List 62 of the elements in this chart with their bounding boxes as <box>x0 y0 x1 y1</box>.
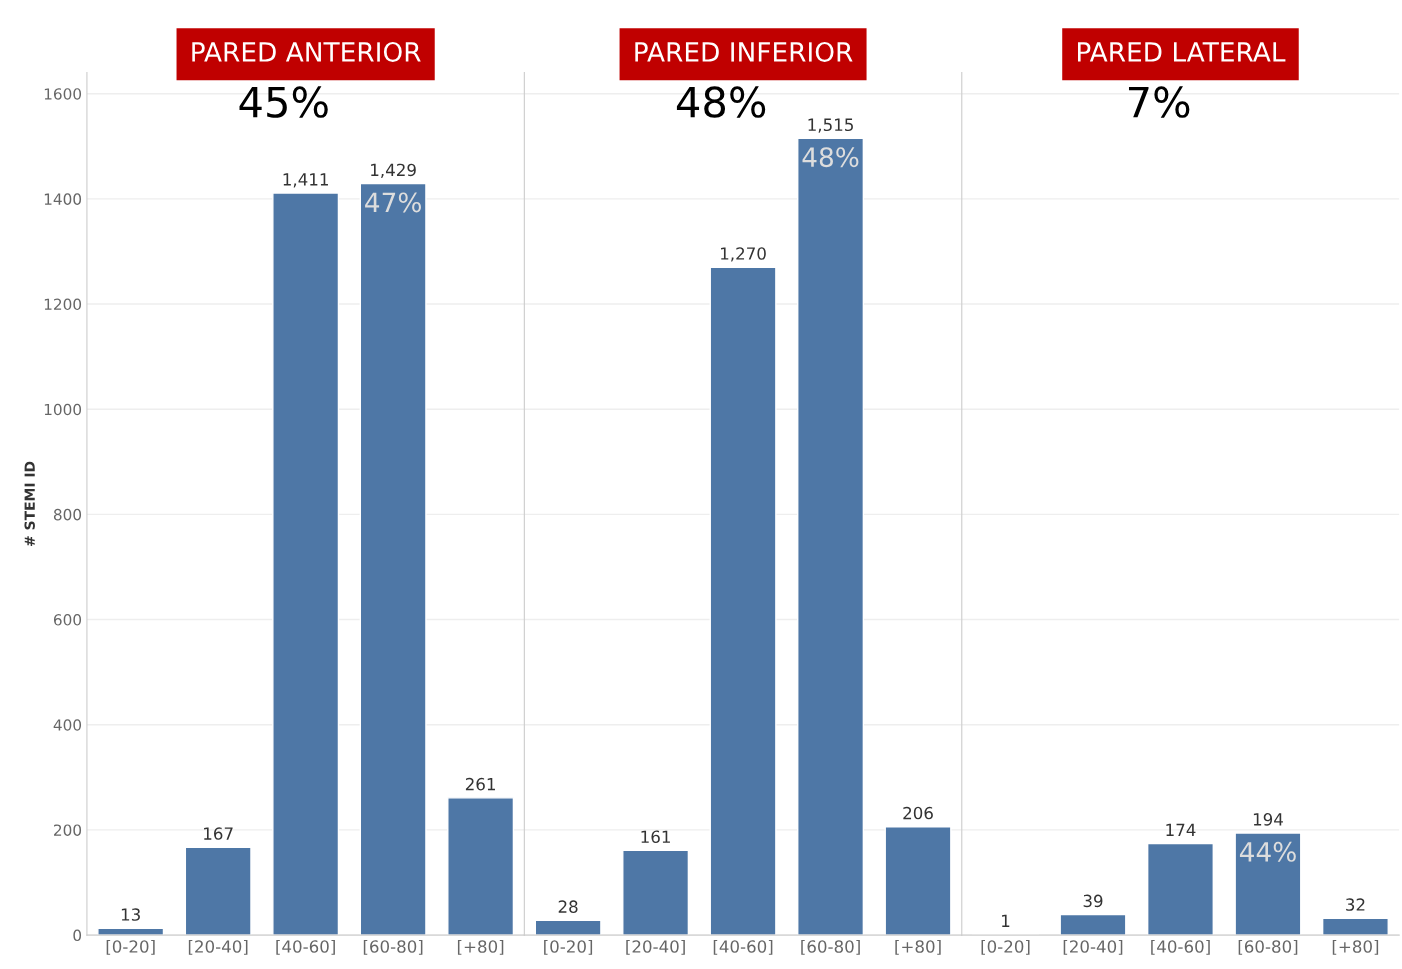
x-tick-label: [60-80] <box>363 939 423 955</box>
bar <box>622 849 690 936</box>
x-tick-label: [40-60] <box>713 939 773 955</box>
x-tick-label: [+80] <box>895 939 941 955</box>
bar <box>534 919 602 936</box>
bar <box>797 137 865 936</box>
data-label: 174 <box>1166 823 1196 836</box>
bar <box>447 797 515 936</box>
chart-title: PARED ANTERIOR <box>192 41 421 62</box>
chart-subtitle: 48% <box>676 86 766 118</box>
bar <box>1059 913 1127 936</box>
y-tick-label: 1200 <box>44 298 82 311</box>
x-tick-label: [+80] <box>1332 939 1379 955</box>
annotation: 44% <box>1239 841 1296 862</box>
bar <box>184 846 252 936</box>
y-tick-label: 0 <box>73 929 82 942</box>
bar <box>272 192 340 936</box>
data-label: 1,411 <box>283 173 328 188</box>
data-label: 1,270 <box>721 247 766 262</box>
data-label: 32 <box>1346 898 1365 911</box>
data-label: 1,429 <box>371 163 416 178</box>
data-label: 28 <box>558 900 578 913</box>
chart-title: PARED LATERAL <box>1078 42 1286 62</box>
annotation: 47% <box>365 192 421 213</box>
y-tick-label: 1400 <box>44 193 82 205</box>
bar <box>1146 842 1214 936</box>
data-label: 194 <box>1253 813 1283 826</box>
x-tick-label: [60-80] <box>801 939 860 955</box>
data-label: 261 <box>465 777 495 791</box>
chart-subtitle: 7% <box>1128 86 1190 118</box>
chart-subtitle: 45% <box>239 86 328 118</box>
bar <box>1321 917 1389 936</box>
bar <box>359 182 427 936</box>
annotation: 48% <box>802 147 859 168</box>
y-tick-label: 400 <box>53 719 82 731</box>
chart-title: PARED INFERIOR <box>635 41 853 62</box>
bar <box>1234 832 1302 936</box>
data-label: 39 <box>1083 894 1103 908</box>
bar <box>709 266 777 936</box>
data-label: 1,515 <box>808 118 853 133</box>
x-tick-label: [60-80] <box>1238 939 1298 955</box>
data-label: 206 <box>903 806 933 820</box>
data-label: 13 <box>121 908 140 921</box>
y-tick-label: 800 <box>53 508 82 521</box>
x-tick-label: [20-40] <box>626 939 685 955</box>
x-tick-label: [40-60] <box>1151 939 1210 955</box>
y-axis-title: # STEMI ID <box>24 461 35 546</box>
x-tick-label: [40-60] <box>276 939 335 955</box>
x-tick-label: [+80] <box>457 939 504 955</box>
y-tick-label: 1000 <box>44 403 82 416</box>
x-tick-label: [0-20] <box>544 939 593 955</box>
x-tick-label: [0-20] <box>106 939 155 955</box>
x-tick-label: [20-40] <box>1063 939 1123 955</box>
x-tick-label: [0-20] <box>981 939 1030 955</box>
data-label: 1 <box>1002 914 1010 927</box>
y-tick-label: 1600 <box>44 88 82 100</box>
x-tick-label: [20-40] <box>188 939 248 955</box>
data-label: 161 <box>641 830 670 844</box>
y-tick-label: 200 <box>54 824 82 836</box>
y-tick-label: 600 <box>53 614 82 626</box>
data-label: 167 <box>204 827 233 840</box>
bar <box>884 826 952 936</box>
